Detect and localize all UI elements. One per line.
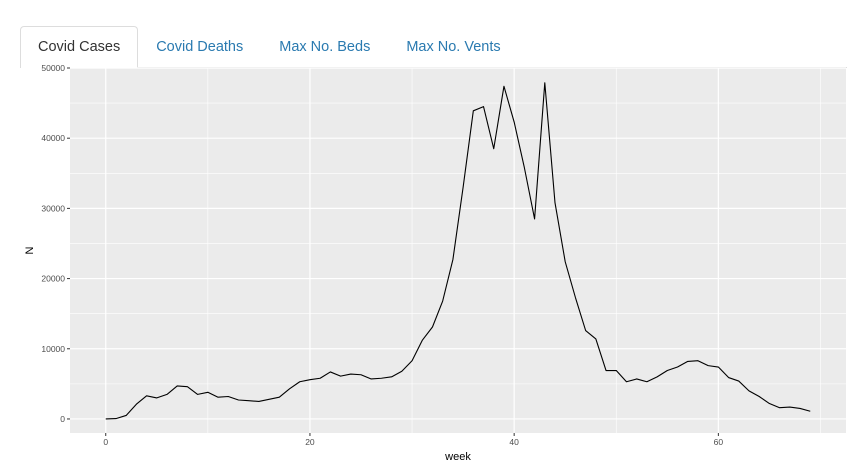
x-tick-label: 0 [103, 437, 108, 447]
y-tick-label: 40000 [41, 133, 65, 143]
y-tick-label: 0 [60, 414, 65, 424]
tab-covid-deaths[interactable]: Covid Deaths [156, 39, 244, 55]
y-axis-title: N [24, 246, 36, 254]
x-tick-label: 40 [509, 437, 519, 447]
y-axis: 0 10000 20000 30000 40000 50000 [41, 63, 70, 424]
x-tick-label: 20 [305, 437, 315, 447]
tab-max-no-beds[interactable]: Max No. Beds [279, 39, 371, 55]
tab-bar: Covid Cases Covid Deaths Max No. Beds Ma… [20, 25, 847, 68]
x-tick-label: 60 [714, 437, 724, 447]
plot-panel [70, 68, 846, 433]
y-tick-label: 30000 [41, 203, 65, 213]
major-gridlines [70, 67, 846, 433]
tab-covid-cases[interactable]: Covid Cases [20, 26, 139, 68]
series-line [105, 82, 811, 420]
y-tick-label: 10000 [41, 344, 65, 354]
y-tick-label: 20000 [41, 274, 65, 284]
minor-gridlines [70, 68, 846, 433]
y-tick-label: 50000 [41, 63, 65, 73]
tab-max-no-vents[interactable]: Max No. Vents [406, 39, 501, 55]
x-axis: 0 20 40 60 [103, 433, 723, 447]
x-axis-title: week [444, 451, 471, 463]
